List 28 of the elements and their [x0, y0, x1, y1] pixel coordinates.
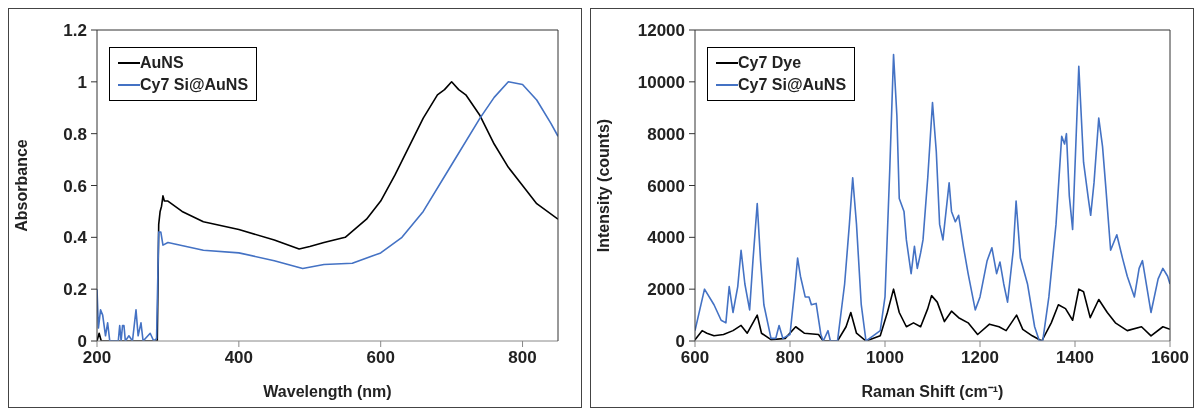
- y-tick-label: 1: [77, 72, 87, 92]
- x-axis-title: Wavelength (nm): [263, 383, 392, 400]
- x-tick-label: 400: [224, 348, 254, 368]
- y-tick-label: 10000: [637, 72, 685, 92]
- x-axis-title: Raman Shift (cm⁻¹): [861, 383, 1004, 400]
- y-tick-label: 4000: [647, 228, 685, 248]
- legend-label: Cy7 Si@AuNS: [738, 75, 847, 95]
- y-tick-label: 2000: [647, 280, 685, 300]
- legend-label: Cy7 Si@AuNS: [140, 75, 249, 95]
- x-tick-label: 1400: [1056, 348, 1094, 368]
- x-tick-label: 1600: [1151, 348, 1189, 368]
- x-tick-label: 800: [775, 348, 805, 368]
- y-axis-title: Intensity (counts): [594, 118, 612, 253]
- x-tick-label: 600: [366, 348, 395, 368]
- x-tick-label: 1000: [866, 348, 904, 368]
- y-tick-label: 0.6: [63, 176, 87, 196]
- legend-label: AuNS: [140, 53, 184, 73]
- y-axis-title: Absorbance: [12, 139, 30, 232]
- y-tick-label: 1.2: [63, 21, 87, 41]
- y-tick-label: 12000: [637, 21, 685, 41]
- x-tick-label: 1200: [961, 348, 999, 368]
- y-tick-label: 8000: [647, 124, 685, 144]
- legend-label: Cy7 Dye: [738, 53, 802, 73]
- x-tick-label: 800: [508, 348, 537, 368]
- y-tick-label: 0.4: [63, 228, 88, 248]
- y-tick-label: 6000: [647, 176, 685, 196]
- y-tick-label: 0.2: [63, 280, 87, 300]
- y-tick-label: 0.8: [63, 124, 87, 144]
